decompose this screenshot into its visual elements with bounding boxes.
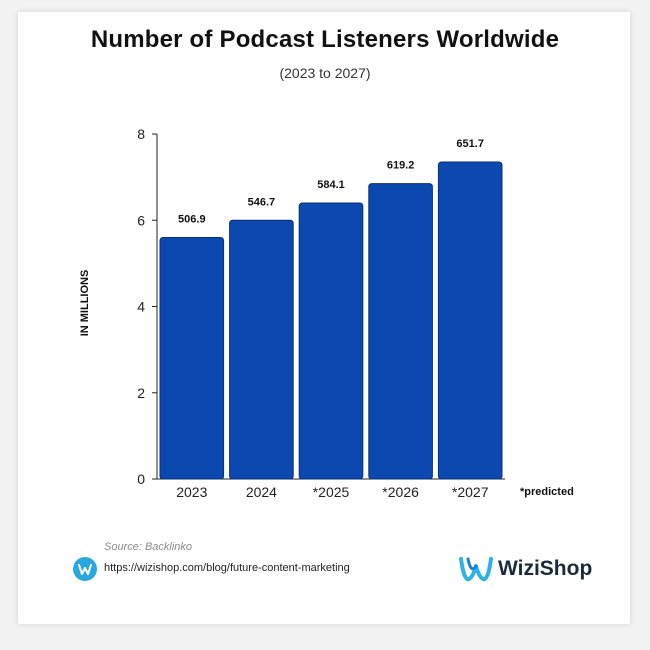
- x-tick-label: *2027: [452, 484, 489, 500]
- link-icon[interactable]: [73, 557, 97, 581]
- predicted-note: *predicted: [520, 486, 574, 498]
- wizishop-logo-icon: [459, 557, 493, 582]
- bar: [159, 237, 225, 480]
- source-link[interactable]: https://wizishop.com/blog/future-content…: [104, 562, 350, 574]
- source-label: Source: Backlinko: [104, 541, 193, 553]
- x-tick-label: 2023: [176, 484, 207, 500]
- data-label: 584.1: [317, 179, 345, 191]
- y-axis-label: IN MILLIONS: [79, 270, 91, 337]
- bar: [298, 202, 364, 480]
- data-label: 546.7: [248, 196, 276, 208]
- y-tick-label: 2: [137, 385, 145, 401]
- chart-subtitle: (2023 to 2027): [279, 65, 371, 81]
- x-tick-label: 2024: [246, 484, 277, 500]
- data-label: 619.2: [387, 160, 415, 172]
- data-label: 506.9: [178, 214, 206, 226]
- y-tick-label: 4: [137, 299, 145, 315]
- y-tick-label: 0: [137, 471, 145, 487]
- brand-name: WiziShop: [498, 557, 593, 580]
- x-tick-label: *2026: [382, 484, 419, 500]
- data-label: 651.7: [456, 138, 484, 150]
- bar: [437, 161, 503, 480]
- bar: [368, 183, 433, 480]
- x-tick-label: *2025: [313, 484, 350, 500]
- y-tick-label: 8: [137, 126, 145, 142]
- bar: [229, 219, 294, 480]
- y-tick-label: 6: [137, 212, 145, 228]
- chart-title: Number of Podcast Listeners Worldwide: [90, 26, 560, 53]
- wizishop-logo: WiziShop: [458, 552, 592, 586]
